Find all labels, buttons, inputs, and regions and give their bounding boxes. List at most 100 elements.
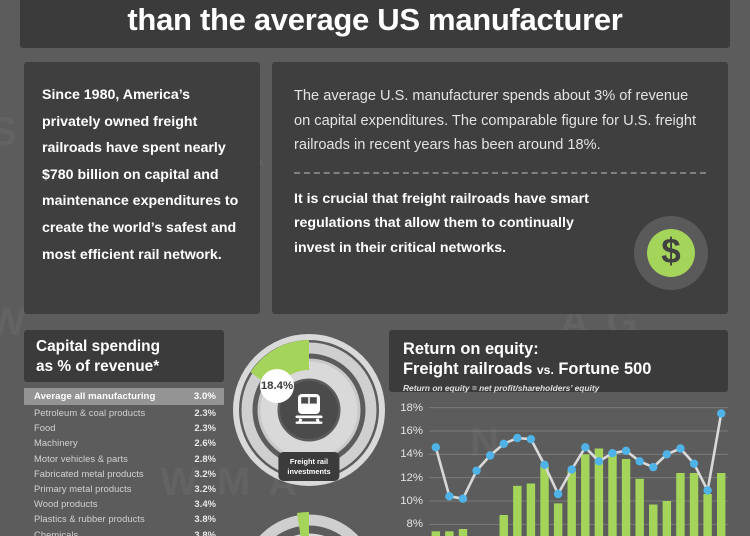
table-row: Petroleum & coal products 2.3% [24, 405, 224, 420]
bar [716, 473, 726, 536]
table-row-value: 3.2% [194, 483, 216, 495]
table-row: Plastics & rubber products 3.8% [24, 511, 224, 526]
bar [649, 504, 658, 536]
capital-spending-title-line1: Capital spending [36, 338, 160, 355]
bar [608, 452, 617, 536]
roe-title-line2: Freight railroads vs. Fortune 500 [403, 359, 714, 381]
page-title: than the average US manufacturer [127, 2, 623, 37]
freight-rail-donut-chart: 18.4% Freight rail investments [233, 334, 385, 536]
data-point-marker [472, 466, 481, 475]
table-row-value: 2.8% [194, 452, 216, 464]
table-row: Motor vehicles & parts 2.8% [24, 451, 224, 466]
donut-percent-label: 18.4% [260, 380, 294, 392]
table-row-value: 2.6% [194, 437, 216, 449]
data-point-marker [431, 443, 440, 452]
data-point-marker [662, 450, 672, 459]
table-row-label: Fabricated metal products [34, 467, 144, 479]
table-row-value: 2.3% [194, 422, 216, 434]
data-point-marker [608, 448, 617, 458]
table-row-label: Primary metal products [34, 483, 132, 495]
data-point-marker [485, 451, 495, 460]
donut-pin-label: Freight rail investments [278, 452, 340, 481]
bar [703, 494, 712, 536]
dollar-icon: $ [647, 229, 695, 277]
secondary-donut-svg [259, 511, 359, 536]
table-row-label: Petroleum & coal products [34, 407, 146, 419]
donut-pin-line2: investments [287, 466, 331, 476]
headline-banner: than the average US manufacturer [20, 0, 730, 48]
roe-plot-svg [429, 407, 728, 536]
intro-left-paragraph: Since 1980, America’s privately owned fr… [42, 87, 239, 263]
table-row-value: 3.8% [194, 513, 216, 525]
bar [567, 470, 576, 536]
y-axis-tick-label: 10% [400, 495, 423, 507]
bar [689, 473, 699, 536]
secondary-donut-chart [233, 506, 385, 536]
capital-spending-title-line2: as % of revenue* [36, 358, 160, 375]
data-point-marker [445, 492, 454, 501]
donut-percent-bubble: 18.4% [260, 369, 294, 403]
donut-pin-line1: Freight rail [289, 457, 329, 466]
table-row: Chemicals 3.8% [24, 527, 224, 536]
bar [553, 503, 563, 536]
data-point-marker [499, 439, 508, 449]
bar [594, 448, 604, 536]
table-row: Food 2.3% [24, 420, 224, 435]
table-row: Primary metal products 3.2% [24, 481, 224, 496]
data-point-marker [717, 409, 726, 418]
roe-header: Return on equity: Freight railroads vs. … [389, 330, 728, 393]
capital-spending-header: Capital spending as % of revenue* [24, 330, 224, 382]
table-row: Machinery 2.6% [24, 435, 224, 450]
intro-right-paragraph: The average U.S. manufacturer spends abo… [294, 88, 697, 153]
table-row: Average all manufacturing 3.0% [24, 388, 224, 405]
table-row-label: Chemicals [34, 528, 79, 536]
data-point-marker [553, 489, 563, 499]
roe-subtitle: Return on equity = net profit/shareholde… [403, 383, 600, 393]
data-point-marker [567, 465, 576, 474]
data-point-marker [676, 444, 685, 453]
bar [621, 459, 631, 536]
train-icon [295, 394, 323, 424]
intro-left-panel: Since 1980, America’s privately owned fr… [24, 62, 260, 314]
data-point-marker [458, 494, 468, 503]
dashed-divider [294, 171, 706, 174]
data-point-marker [594, 457, 604, 466]
roe-title-vs: vs. [536, 363, 554, 377]
table-row: Fabricated metal products 3.2% [24, 466, 224, 481]
bar [526, 483, 536, 536]
table-row-value: 3.4% [194, 498, 216, 510]
data-point-marker [513, 433, 522, 443]
bar [662, 501, 672, 536]
bar [540, 466, 549, 536]
table-row-label: Motor vehicles & parts [34, 452, 128, 464]
table-row-label: Food [34, 422, 56, 434]
intro-right-kicker: It is crucial that freight railroads hav… [294, 190, 589, 256]
y-axis-tick-label: 16% [400, 425, 423, 437]
y-axis-tick-label: 18% [400, 401, 423, 414]
bar [499, 515, 508, 536]
table-row-label: Wood products [34, 498, 98, 510]
table-row-label: Machinery [34, 437, 78, 449]
watermark-ghost: S [0, 110, 21, 155]
bar [635, 478, 644, 536]
data-point-marker [689, 459, 699, 468]
data-point-marker [526, 434, 536, 444]
roe-title-line1: Return on equity: [403, 340, 539, 358]
bar [431, 531, 441, 536]
y-axis-tick-label: 14% [400, 448, 423, 461]
table-row-value: 3.0% [193, 391, 216, 402]
y-axis-tick-label: 12% [400, 471, 423, 484]
table-row-label: Average all manufacturing [34, 391, 156, 402]
y-axis-tick-label: 8% [406, 518, 423, 531]
bar [676, 473, 685, 536]
data-point-marker [635, 457, 644, 466]
table-row-value: 3.8% [194, 528, 216, 536]
table-row-value: 2.3% [194, 407, 216, 419]
trend-line [434, 413, 723, 500]
bar [513, 485, 522, 536]
roe-chart: 8% 10% 12% 14% 16% 18% [389, 396, 728, 536]
capital-spending-table: Average all manufacturing 3.0% Petroleum &… [24, 388, 224, 536]
bar [445, 531, 454, 536]
table-row-label: Plastics & rubber products [34, 513, 145, 525]
bar [458, 529, 468, 536]
